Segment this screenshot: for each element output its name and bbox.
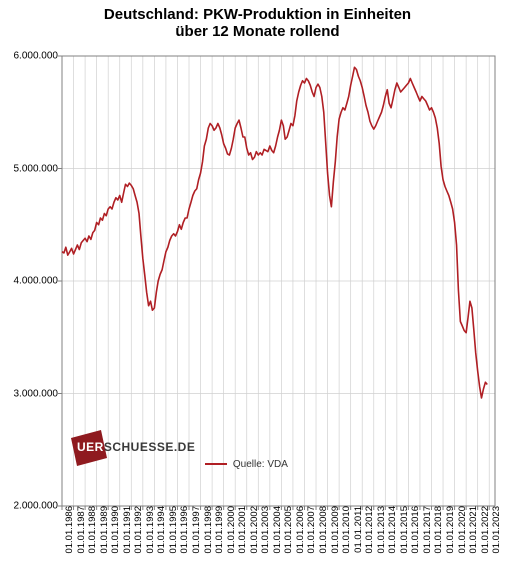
logo-text: UERSCHUESSE.DE: [75, 436, 193, 450]
y-tick-label: 4.000.000: [14, 276, 63, 287]
legend-label: Quelle: VDA: [233, 459, 288, 470]
y-tick-label: 6.000.000: [14, 51, 63, 62]
legend-line-swatch: [205, 463, 227, 465]
chart-frame: Deutschland: PKW-Produktion in Einheiten…: [0, 0, 515, 588]
x-tick-label: 01.01.2023: [489, 506, 502, 554]
title-block: Deutschland: PKW-Produktion in Einheiten…: [0, 6, 515, 40]
series-line: [62, 67, 487, 398]
chart-title-line1: Deutschland: PKW-Produktion in Einheiten: [0, 6, 515, 23]
y-tick-label: 5.000.000: [14, 163, 63, 174]
plot-area: Quelle: VDA UERSCHUESSE.DE 2.000.0003.00…: [62, 56, 495, 506]
y-tick-label: 2.000.000: [14, 501, 63, 512]
legend: Quelle: VDA: [205, 459, 288, 470]
site-logo: UERSCHUESSE.DE: [75, 434, 193, 452]
y-tick-label: 3.000.000: [14, 388, 63, 399]
chart-title-line2: über 12 Monate rollend: [0, 23, 515, 40]
